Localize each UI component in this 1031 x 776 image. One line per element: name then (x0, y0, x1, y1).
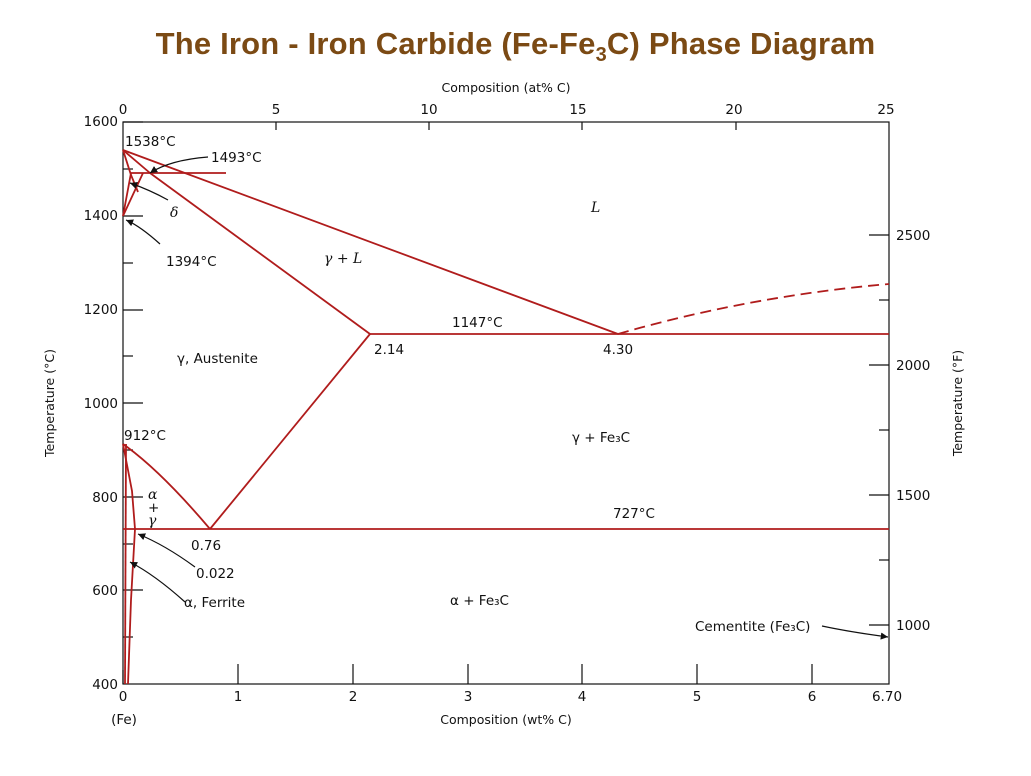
label-alpha-plus-fe3c: α + Fe₃C (450, 593, 509, 609)
bottom-tick-5: 5 (693, 689, 702, 705)
label-4-30: 4.30 (603, 342, 633, 358)
label-1538c: 1538°C (125, 134, 176, 150)
bottom-tick-2: 2 (349, 689, 358, 705)
top-axis-title: Composition (at% C) (442, 80, 571, 95)
label-gamma: γ (148, 513, 157, 529)
label-1147c: 1147°C (452, 315, 503, 331)
bottom-tick-1: 1 (234, 689, 243, 705)
label-0-022: 0.022 (196, 566, 235, 582)
label-liquid: L (590, 200, 600, 216)
top-tick-labels: 0 5 10 15 20 25 (119, 102, 895, 118)
label-delta: δ (170, 205, 178, 221)
right-tick-2500: 2500 (896, 228, 930, 244)
right-tick-2000: 2000 (896, 358, 930, 374)
left-tick-400: 400 (92, 677, 118, 693)
bottom-tick-0: 0 (119, 689, 128, 705)
label-1394c: 1394°C (166, 254, 217, 270)
label-0-76: 0.76 (191, 538, 221, 554)
cementite-liquidus (617, 283, 890, 335)
bottom-axis-title: Composition (wt% C) (440, 712, 572, 727)
label-plus: + (148, 500, 159, 516)
top-tick-15: 15 (569, 102, 586, 118)
ferrite-solvus (127, 528, 136, 685)
title-main: The Iron - Iron Carbide (Fe-Fe (155, 26, 596, 61)
left-tick-1400: 1400 (84, 208, 118, 224)
label-912c: 912°C (124, 428, 166, 444)
delta-gamma-boundary-2 (122, 172, 144, 217)
arrow-cementite (821, 625, 889, 640)
top-tick-0: 0 (119, 102, 128, 118)
title-subscript: 3 (595, 44, 607, 67)
top-axis-ticks (275, 122, 737, 130)
ferrite-line-inner (124, 443, 127, 685)
liquidus-line (122, 149, 619, 335)
left-axis-ticks (123, 121, 143, 638)
top-tick-5: 5 (272, 102, 281, 118)
acm-line (209, 333, 371, 530)
label-cementite: Cementite (Fe₃C) (695, 619, 810, 635)
left-tick-800: 800 (92, 490, 118, 506)
arrow-ferrite (129, 561, 186, 603)
fe-label: (Fe) (111, 712, 137, 728)
delta-liquidus-upper (122, 149, 151, 174)
left-tick-1000: 1000 (84, 396, 118, 412)
bottom-tick-6-70: 6.70 (872, 689, 902, 705)
left-axis-title: Temperature (°C) (42, 349, 57, 458)
delta-gamma-boundary (122, 172, 132, 217)
right-tick-1500: 1500 (896, 488, 930, 504)
bottom-tick-6: 6 (808, 689, 817, 705)
right-axis-title: Temperature (°F) (950, 350, 965, 457)
diagram-title: The Iron - Iron Carbide (Fe-Fe3C) Phase … (0, 26, 1031, 67)
a3-line (122, 443, 211, 530)
arrow-1394 (125, 219, 161, 245)
label-2-14: 2.14 (374, 342, 404, 358)
label-727c: 727°C (613, 506, 655, 522)
left-tick-1200: 1200 (84, 302, 118, 318)
label-alpha: α (148, 487, 158, 503)
label-gamma-plus-l: γ + L (324, 251, 362, 267)
label-1493c: 1493°C (211, 150, 262, 166)
top-tick-20: 20 (725, 102, 742, 118)
top-tick-10: 10 (420, 102, 437, 118)
left-tick-1600: 1600 (84, 114, 118, 130)
label-gamma-plus-fe3c: γ + Fe₃C (572, 430, 630, 446)
title-tail: C) Phase Diagram (606, 26, 876, 61)
phase-boundaries (122, 149, 890, 685)
arrow-delta (129, 181, 169, 201)
label-austenite: γ, Austenite (177, 351, 258, 367)
gamma-solidus (149, 172, 371, 335)
arrow-0022 (137, 533, 196, 568)
right-axis-ticks (869, 234, 889, 626)
annotation-arrows (125, 156, 889, 640)
right-tick-labels: 2500 2000 1500 1000 (896, 228, 930, 634)
arrow-1493 (149, 156, 209, 174)
label-ferrite: α, Ferrite (184, 595, 245, 611)
left-tick-labels: 1600 1400 1200 1000 800 600 400 (84, 114, 118, 693)
top-tick-25: 25 (877, 102, 894, 118)
right-tick-1000: 1000 (896, 618, 930, 634)
bottom-tick-4: 4 (578, 689, 587, 705)
bottom-axis-ticks (122, 664, 813, 684)
bottom-tick-3: 3 (464, 689, 473, 705)
left-tick-600: 600 (92, 583, 118, 599)
bottom-tick-labels: 0 1 2 3 4 5 6 6.70 (119, 689, 902, 705)
